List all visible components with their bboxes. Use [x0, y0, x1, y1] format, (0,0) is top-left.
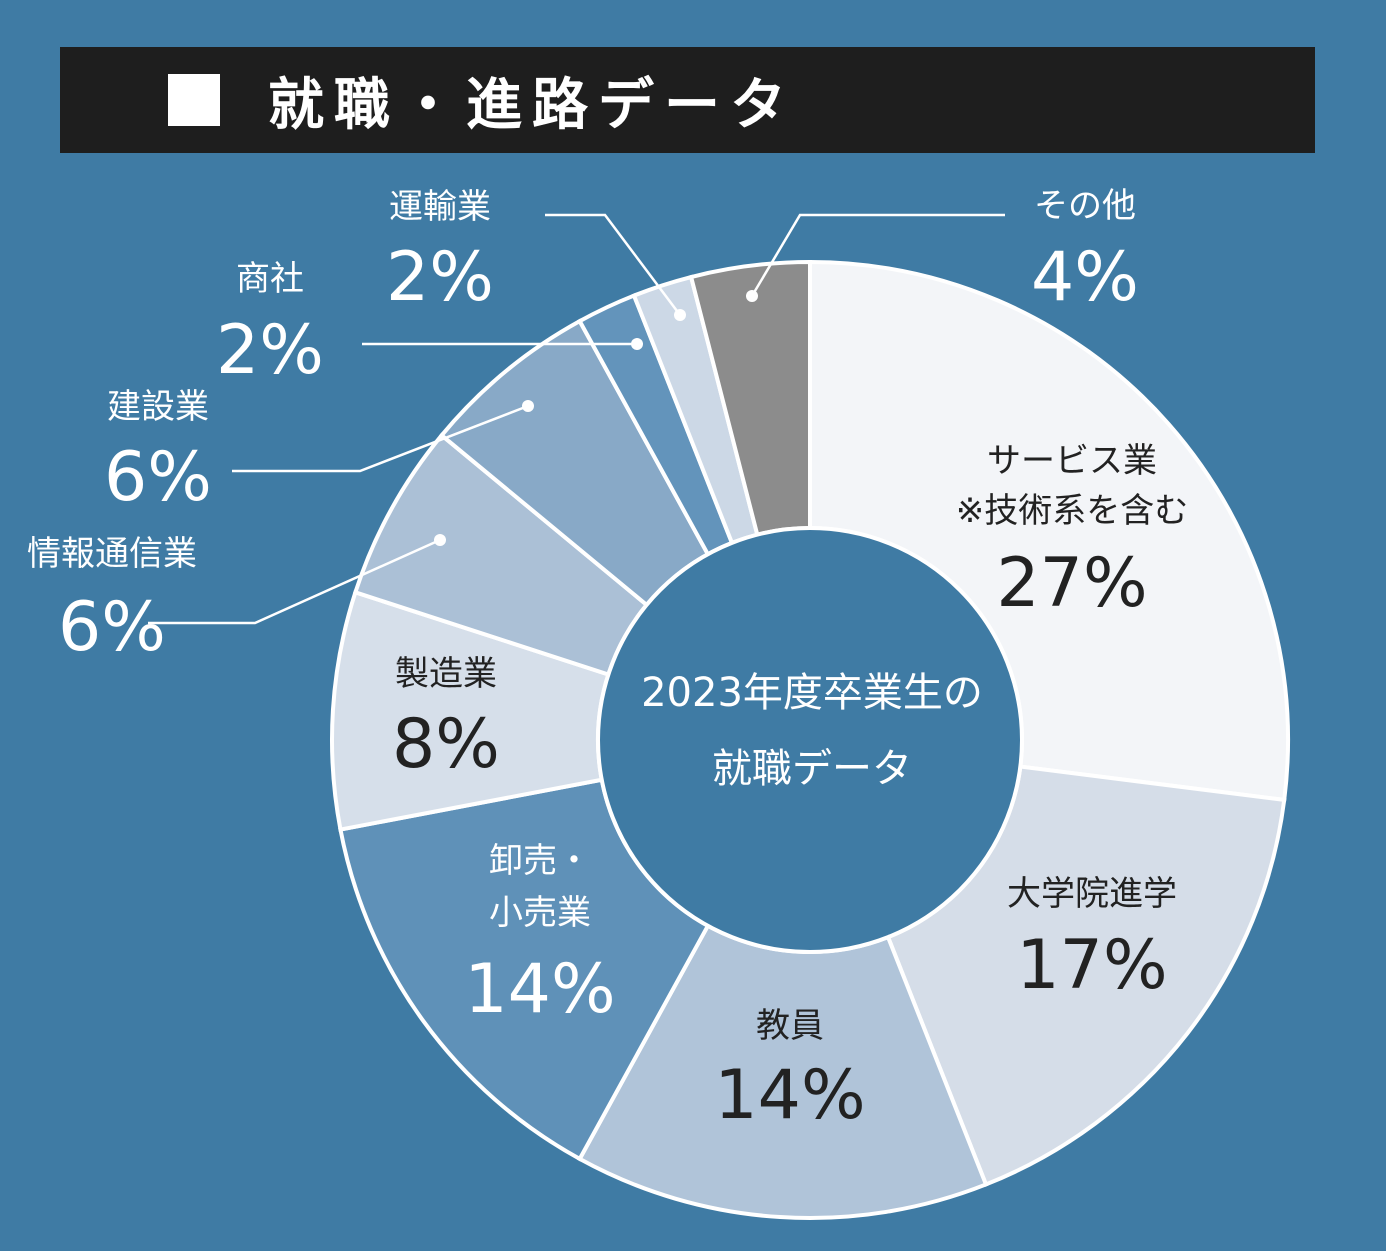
label-retail-line2: 小売業 — [489, 893, 591, 933]
title-bar: 就職・進路データ — [60, 47, 1315, 153]
leader-other-dot — [746, 290, 758, 302]
square-bullet-icon — [168, 74, 220, 126]
label-retail-line1: 卸売・ — [489, 841, 591, 881]
center-label-line1: 2023年度卒業生の — [641, 670, 983, 716]
leader-ict — [148, 538, 441, 625]
label-other: その他 — [1034, 186, 1136, 226]
leader-transport-dot — [674, 309, 686, 321]
leader-ict-dot — [434, 534, 446, 546]
label-service-line1: サービス業 — [987, 441, 1157, 481]
value-trading: 2% — [216, 311, 324, 390]
value-retail: 14% — [464, 950, 615, 1029]
label-manufacturing: 製造業 — [395, 654, 497, 694]
label-graduate: 大学院進学 — [1007, 874, 1177, 914]
center-label-line2: 就職データ — [712, 746, 912, 792]
value-construction: 6% — [104, 438, 212, 517]
leader-transport — [545, 213, 681, 316]
value-graduate: 17% — [1016, 926, 1167, 1005]
value-manufacturing: 8% — [392, 705, 500, 784]
leader-other — [750, 213, 1005, 297]
leader-trading-dot — [631, 338, 643, 350]
label-ict: 情報通信業 — [27, 534, 197, 574]
label-construction: 建設業 — [107, 387, 209, 427]
value-service: 27% — [996, 544, 1147, 623]
slice-labels: サービス業 ※技術系を含む 27% 大学院進学 17% 教員 14% 卸売・小売業 14% 製造業… — [27, 186, 1188, 1135]
label-transport: 運輸業 — [389, 187, 491, 227]
label-service-line2: ※技術系を含む — [956, 491, 1189, 531]
page-title: 就職・進路データ — [268, 72, 796, 138]
label-teacher: 教員 — [756, 1006, 824, 1046]
value-transport: 2% — [386, 238, 494, 317]
value-other: 4% — [1031, 238, 1139, 317]
label-trading: 商社 — [236, 259, 304, 299]
leader-construction-dot — [522, 400, 534, 412]
leader-lines — [148, 213, 1005, 625]
value-teacher: 14% — [714, 1056, 865, 1135]
donut-hole — [596, 526, 1024, 954]
leader-construction — [232, 404, 529, 473]
value-ict: 6% — [58, 588, 166, 667]
